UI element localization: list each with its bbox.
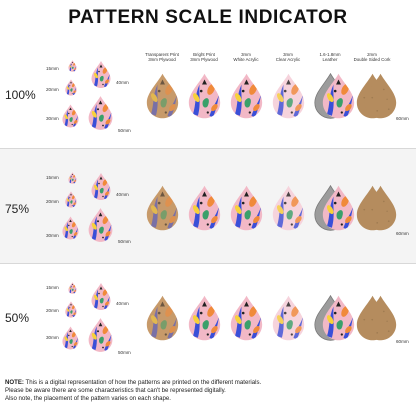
size-label-30mm: 30mm [46, 335, 59, 340]
size-label-40mm: 40mm [116, 301, 129, 306]
size-label-20mm: 20mm [46, 87, 59, 92]
drop-15mm [68, 172, 77, 184]
size-label-60mm: 60mm [396, 231, 409, 236]
drop-15mm [68, 60, 77, 72]
drop-clear-acrylic [272, 185, 305, 231]
column-header-cork: 2mm Double Sided Cork [353, 52, 391, 62]
drop-40mm [91, 283, 111, 310]
drop-transparent-print [146, 73, 179, 119]
drop-20mm [65, 191, 77, 208]
note-line-2: Please be aware there are some character… [5, 387, 226, 394]
drop-bright-print [188, 295, 221, 341]
size-label-60mm: 60mm [396, 339, 409, 344]
size-label-40mm: 40mm [116, 192, 129, 197]
scale-label-100: 100% [5, 88, 36, 102]
drop-40mm [91, 61, 111, 88]
column-header-leather: 1.6-1.8mm Leather [319, 52, 341, 62]
drop-bright-print [188, 73, 221, 119]
drop-clear-acrylic [272, 73, 305, 119]
drop-50mm [88, 96, 113, 130]
drop-leather-front [322, 295, 355, 341]
column-header-bright-print: Bright Print 3mm Plywood [190, 52, 218, 62]
drop-30mm [62, 104, 79, 128]
drop-50mm [88, 318, 113, 352]
size-label-60mm: 60mm [396, 116, 409, 121]
size-label-20mm: 20mm [46, 199, 59, 204]
column-header-clear-acrylic: 3mm Clear Acrylic [275, 52, 301, 62]
drop-transparent-print [146, 295, 179, 341]
drop-clear-acrylic [272, 295, 305, 341]
drop-50mm [88, 208, 113, 242]
drop-20mm [65, 301, 77, 318]
column-header-white-acrylic: 3mm White Acrylic [233, 52, 259, 62]
note-text: NOTE: This is a digital representation o… [5, 379, 411, 403]
note-line-1: This is a digital representation of how … [23, 379, 262, 386]
size-label-20mm: 20mm [46, 308, 59, 313]
size-label-50mm: 50mm [118, 128, 131, 133]
drop-leather-front [322, 185, 355, 231]
drop-bright-print [188, 185, 221, 231]
drop-cork-back [364, 295, 397, 341]
size-label-15mm: 15mm [46, 175, 59, 180]
page-title: PATTERN SCALE INDICATOR [68, 7, 348, 28]
size-label-50mm: 50mm [118, 350, 131, 355]
drop-white-acrylic [230, 185, 263, 231]
size-label-30mm: 30mm [46, 116, 59, 121]
drop-white-acrylic [230, 73, 263, 119]
column-header-transparent-print: Transparent Print 3mm Plywood [145, 52, 179, 62]
size-label-50mm: 50mm [118, 239, 131, 244]
size-label-30mm: 30mm [46, 233, 59, 238]
drop-cork-back [364, 185, 397, 231]
drop-15mm [68, 282, 77, 294]
drop-cork-back [364, 73, 397, 119]
drop-30mm [62, 216, 79, 240]
drop-leather-front [322, 73, 355, 119]
drop-transparent-print [146, 185, 179, 231]
size-label-40mm: 40mm [116, 80, 129, 85]
scale-label-75: 75% [5, 202, 30, 216]
note-line-3: Also note, the placement of the pattern … [5, 395, 171, 402]
note-label: NOTE: [5, 379, 24, 386]
drop-30mm [62, 326, 79, 350]
drop-40mm [91, 173, 111, 200]
size-label-15mm: 15mm [46, 66, 59, 71]
size-label-15mm: 15mm [46, 285, 59, 290]
drop-white-acrylic [230, 295, 263, 341]
scale-label-50: 50% [5, 311, 30, 325]
drop-20mm [65, 79, 77, 96]
